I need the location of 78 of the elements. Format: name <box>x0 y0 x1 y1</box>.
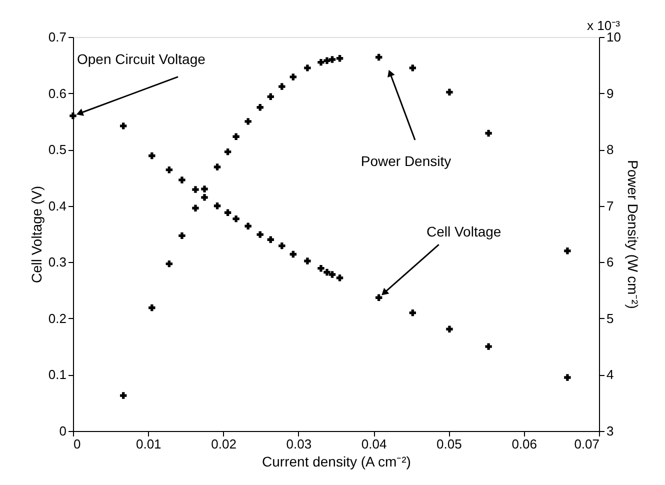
x-tick-label: 0.01 <box>136 436 162 452</box>
point <box>244 118 252 125</box>
x-axis-title: Current density (A cm⁻²) <box>262 454 411 470</box>
point <box>564 248 571 254</box>
point <box>485 343 492 350</box>
point <box>192 204 199 212</box>
y2-tick-label: 7 <box>606 198 614 214</box>
x-tick-label: 0.02 <box>211 436 236 452</box>
point <box>224 209 232 216</box>
point <box>224 148 232 156</box>
point <box>201 194 208 201</box>
point <box>120 122 127 130</box>
y2-tick-label: 8 <box>606 142 614 158</box>
point <box>120 392 127 399</box>
point <box>409 309 416 316</box>
annotation: Open Circuit Voltage <box>77 50 206 67</box>
y2-tick-label: 5 <box>606 310 614 326</box>
point <box>267 236 274 243</box>
point <box>278 242 286 250</box>
point <box>318 58 324 66</box>
x-tick-label: 0.04 <box>361 436 387 452</box>
point <box>148 152 156 160</box>
annotation: Cell Voltage <box>426 224 502 240</box>
y-tick-label: 0.2 <box>48 310 66 326</box>
point <box>328 271 336 278</box>
x-tick-label: 0 <box>74 436 81 452</box>
point <box>201 186 208 192</box>
point <box>244 222 252 230</box>
point <box>318 264 324 272</box>
y2-axis-title: Power Density (W cm⁻²) <box>624 160 641 309</box>
x-tick-label: 0.05 <box>436 436 462 452</box>
point <box>148 304 156 312</box>
point <box>409 64 416 72</box>
y-tick-label: 0.4 <box>48 198 66 214</box>
point <box>214 164 221 170</box>
point <box>256 231 264 238</box>
point <box>375 54 382 61</box>
point <box>256 104 264 111</box>
y-axis-title: Cell Voltage (V) <box>28 186 44 284</box>
point <box>304 64 311 72</box>
point <box>336 274 344 282</box>
point <box>446 88 453 96</box>
point <box>278 83 286 90</box>
point <box>166 166 173 174</box>
point <box>178 176 186 184</box>
point <box>178 232 186 240</box>
y-tick-label: 0.3 <box>48 254 66 270</box>
y-tick-label: 0 <box>59 424 66 438</box>
y2-tick-label: 4 <box>606 367 614 382</box>
annotation: Power Density <box>360 153 452 169</box>
y2-tick-label: 3 <box>606 424 614 438</box>
point <box>375 294 382 301</box>
x-tick-label: 0.07 <box>574 436 600 452</box>
x-tick-label: 0.06 <box>512 436 538 452</box>
point <box>336 55 344 62</box>
point <box>267 93 274 100</box>
point <box>328 56 336 63</box>
point <box>290 74 297 80</box>
x-tick-label: 0.03 <box>286 436 312 452</box>
point <box>232 133 240 140</box>
point <box>324 268 330 276</box>
point <box>70 112 76 120</box>
y-tick-label: 0.5 <box>48 142 66 158</box>
point <box>485 130 492 137</box>
point <box>232 215 240 222</box>
point <box>324 57 330 64</box>
point <box>166 260 173 268</box>
y-tick-label: 0.7 <box>48 30 66 44</box>
y2-tick-label: 9 <box>606 86 614 101</box>
point <box>290 250 297 258</box>
y2-tick-label: 6 <box>606 254 614 270</box>
y-tick-label: 0.1 <box>48 367 66 382</box>
point <box>304 258 311 264</box>
point <box>564 374 571 381</box>
point <box>446 326 453 332</box>
point <box>214 202 221 210</box>
point <box>192 186 199 193</box>
y-tick-label: 0.6 <box>48 86 66 101</box>
